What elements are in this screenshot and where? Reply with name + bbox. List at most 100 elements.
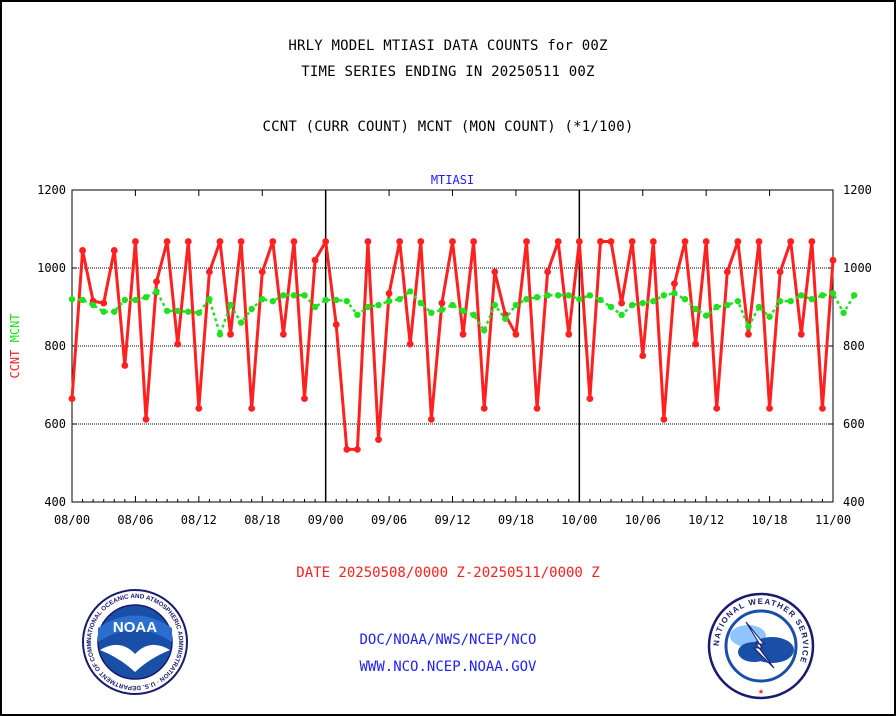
data-point-ccnt [142,415,150,423]
data-point-ccnt [512,330,520,338]
data-point-mcnt [459,307,467,315]
data-point-mcnt [724,301,731,309]
y-tick-label: 400 [44,495,66,509]
x-tick-label: 09/18 [498,513,534,527]
data-point-ccnt [269,238,277,245]
data-point-ccnt [322,238,330,245]
data-point-ccnt [375,436,382,443]
data-point-mcnt [481,327,488,334]
data-point-mcnt [808,296,816,303]
data-point-ccnt [523,238,530,245]
data-point-ccnt [385,289,393,297]
data-point-mcnt [407,288,414,295]
data-point-mcnt [333,296,340,304]
data-point-mcnt [565,292,572,299]
x-tick-label: 08/18 [244,513,280,527]
y-tick-label: 600 [44,417,66,431]
data-point-mcnt [576,296,583,303]
x-tick-label: 11/00 [815,513,851,527]
data-point-mcnt [470,311,477,318]
x-tick-label: 08/06 [117,513,153,527]
data-point-mcnt [153,288,160,295]
data-point-mcnt [660,292,668,299]
data-point-mcnt [607,303,615,311]
data-point-mcnt [396,296,403,303]
data-point-mcnt [554,292,562,299]
data-point-mcnt [745,323,752,330]
data-point-ccnt [279,330,287,338]
data-point-ccnt [565,330,573,338]
data-point-ccnt [237,238,245,245]
data-point-mcnt [301,292,308,299]
data-point-ccnt [618,299,626,307]
data-point-mcnt [628,301,636,309]
data-point-mcnt [343,297,351,305]
data-point-ccnt [227,330,234,338]
data-point-ccnt [723,268,731,276]
data-point-ccnt [734,238,742,245]
data-point-mcnt [290,292,298,299]
x-tick-label: 09/12 [434,513,470,527]
y-tick-label-right: 400 [843,495,865,509]
data-point-mcnt [702,312,710,319]
x-tick-label: 10/18 [752,513,788,527]
data-point-mcnt [111,308,118,315]
data-point-mcnt [681,296,689,303]
panel-title: MTIASI [431,173,474,187]
data-point-ccnt [745,330,752,338]
x-tick-label: 09/06 [371,513,407,527]
data-point-mcnt [639,299,646,307]
national-weather-service-icon: NATIONAL WEATHER SERVICE ★ [707,592,815,700]
credit-url-label: WWW.NCO.NCEP.NOAA.GOV [359,659,537,675]
data-point-ccnt [554,238,562,245]
data-point-ccnt [174,340,182,348]
data-point-mcnt [533,294,541,301]
data-point-mcnt [766,313,773,320]
y-axis-label-part: CCNT [8,350,22,379]
data-point-ccnt [480,405,488,412]
data-point-mcnt [100,308,107,315]
data-point-ccnt [491,268,499,276]
data-point-ccnt [364,238,372,245]
y-tick-label-right: 1000 [843,261,872,275]
data-point-ccnt [68,395,76,403]
data-point-ccnt [343,445,351,453]
data-point-mcnt [586,292,594,299]
data-point-ccnt [819,405,826,412]
data-point-mcnt [206,296,213,303]
data-point-mcnt [755,303,763,311]
data-point-mcnt [163,307,171,315]
data-point-mcnt [597,296,604,304]
x-tick-label: 09/00 [308,513,344,527]
data-point-mcnt [142,294,150,301]
data-point-ccnt [776,268,784,276]
y-axis-label-part: MCNT [8,313,22,349]
data-point-mcnt [322,296,329,304]
data-point-ccnt [206,268,213,276]
data-point-mcnt [68,296,76,303]
data-point-ccnt [417,238,425,245]
data-point-mcnt [428,309,435,317]
data-point-mcnt [364,303,372,311]
data-point-ccnt [195,405,203,412]
date-range-label: DATE 20250508/0000 Z-20250511/0000 Z [296,565,600,581]
data-point-ccnt [681,238,689,245]
data-point-mcnt [850,292,858,299]
data-point-mcnt [375,301,382,309]
data-point-mcnt [174,307,181,315]
data-point-ccnt [533,405,541,412]
data-point-ccnt [216,238,224,245]
data-point-ccnt [660,415,668,423]
data-point-ccnt [396,238,404,245]
data-point-mcnt [449,301,456,309]
credit-org-label: DOC/NOAA/NWS/NCEP/NCO [359,632,537,648]
data-point-mcnt [89,301,97,309]
y-tick-label: 1200 [37,183,66,197]
data-point-ccnt [755,238,763,245]
data-point-ccnt [544,268,552,276]
data-point-mcnt [269,297,277,305]
data-point-ccnt [258,268,266,276]
y-tick-label-right: 800 [843,339,865,353]
data-point-ccnt [248,405,256,412]
